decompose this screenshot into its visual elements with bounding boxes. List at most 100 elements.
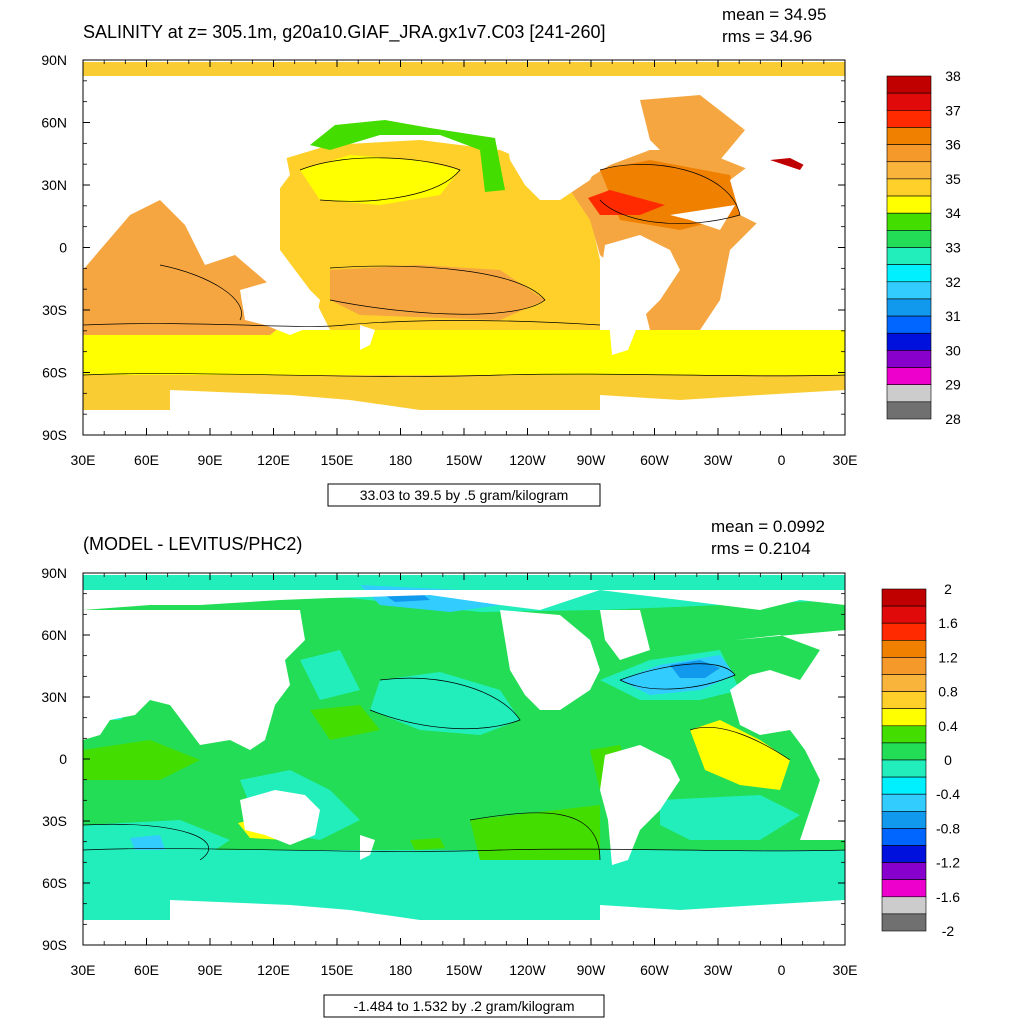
- x-tick-label: 90E: [198, 962, 223, 978]
- colorbar-label: 2: [944, 581, 952, 597]
- salinity-units-box: [327, 483, 601, 507]
- x-tick-label: 120E: [257, 962, 290, 978]
- colorbar-swatch: [886, 75, 932, 94]
- colorbar-label: 0: [944, 752, 952, 768]
- colorbar-swatch: [886, 178, 932, 197]
- colorbar-label: -1.2: [936, 855, 960, 871]
- difference-title: (MODEL - LEVITUS/PHC2): [83, 534, 302, 554]
- x-tick-label: 150W: [446, 962, 483, 978]
- difference-colorbar: 2 1.6 1.2 0.8 0.4 0 -0.4 -0.8 -1.2 -1.6 -2: [881, 581, 960, 939]
- colorbar-swatch: [881, 691, 927, 709]
- colorbar-label: 33: [945, 240, 961, 256]
- y-tick-label: 0: [59, 240, 67, 256]
- colorbar-swatch: [886, 161, 932, 180]
- difference-y-axis: 90N 60N 30N 0 30S 60S 90S: [41, 565, 845, 953]
- salinity-panel: SALINITY at z= 305.1m, g20a10.GIAF_JRA.g…: [41, 5, 961, 507]
- x-tick-label: 150E: [321, 452, 354, 468]
- colorbar-label: 0.4: [938, 718, 958, 734]
- difference-panel: (MODEL - LEVITUS/PHC2) mean = 0.0992 rms…: [41, 517, 960, 1018]
- colorbar-swatch: [881, 725, 927, 744]
- x-tick-label: 90W: [577, 962, 607, 978]
- colorbar-label: 1.6: [938, 615, 958, 631]
- x-tick-label: 150W: [446, 452, 483, 468]
- colorbar-label: 1.2: [938, 649, 958, 665]
- colorbar-swatch: [886, 384, 932, 403]
- land-mask-diff: [83, 590, 845, 945]
- difference-x-axis: 30E 60E 90E 120E 150E 180 150W 120W 90W 60W 30W 0 30…: [71, 573, 858, 978]
- x-tick-label: 30E: [71, 452, 96, 468]
- x-tick-label: 30W: [704, 452, 734, 468]
- colorbar-swatch: [886, 332, 932, 351]
- colorbar-swatch: [881, 639, 927, 658]
- colorbar-swatch: [886, 127, 932, 145]
- x-tick-label: 30E: [833, 962, 858, 978]
- x-tick-label: 120W: [509, 962, 546, 978]
- y-tick-label: 90N: [41, 565, 67, 581]
- difference-mean: mean = 0.0992: [711, 517, 825, 536]
- x-tick-label: 150E: [321, 962, 354, 978]
- difference-units-box: [323, 994, 605, 1018]
- colorbar-label: 38: [945, 68, 961, 84]
- y-tick-label: 30N: [41, 689, 67, 705]
- colorbar-swatch: [886, 315, 932, 334]
- salinity-y-axis: 90N 60N 30N 0 30S 60S 90S: [41, 52, 845, 443]
- colorbar-label: 28: [945, 411, 961, 427]
- colorbar-swatch: [881, 759, 927, 778]
- colorbar-swatch: [881, 588, 927, 607]
- x-tick-label: 30E: [833, 452, 858, 468]
- colorbar-label: -0.8: [936, 820, 960, 836]
- colorbar-label: 31: [945, 308, 961, 324]
- y-tick-label: 0: [59, 751, 67, 767]
- difference-rms: rms = 0.2104: [711, 539, 811, 558]
- x-tick-label: 180: [389, 452, 413, 468]
- salinity-contours: [83, 157, 845, 377]
- y-tick-label: 60S: [42, 875, 67, 891]
- colorbar-swatch: [881, 879, 927, 898]
- x-tick-label: 90W: [577, 452, 607, 468]
- x-tick-label: 30W: [704, 962, 734, 978]
- colorbar-swatch: [881, 793, 927, 812]
- colorbar-label: 29: [945, 377, 961, 393]
- y-tick-label: 60S: [42, 365, 67, 381]
- x-tick-label: 30E: [71, 962, 96, 978]
- colorbar-swatch: [886, 230, 932, 248]
- colorbar-label: -0.4: [936, 786, 960, 802]
- difference-units-label: -1.484 to 1.532 by .2 gram/kilogram: [353, 998, 574, 1014]
- x-tick-label: 90E: [198, 452, 223, 468]
- salinity-units-label: 33.03 to 39.5 by .5 gram/kilogram: [360, 487, 569, 503]
- x-tick-label: 60W: [640, 452, 670, 468]
- x-tick-label: 60E: [134, 452, 159, 468]
- colorbar-label: 34: [945, 205, 961, 221]
- colorbar-swatch: [881, 674, 927, 692]
- colorbar-label: 30: [945, 342, 961, 358]
- colorbar-swatch: [881, 605, 927, 624]
- colorbar-swatch: [881, 742, 927, 761]
- x-tick-label: 60W: [640, 962, 670, 978]
- x-tick-label: 60E: [134, 962, 159, 978]
- colorbar-label: -1.6: [936, 889, 960, 905]
- salinity-rms: rms = 34.96: [722, 27, 812, 46]
- colorbar-swatch: [886, 110, 932, 128]
- colorbar-label: 32: [945, 274, 961, 290]
- y-tick-label: 90S: [42, 427, 67, 443]
- colorbar-swatch: [881, 810, 927, 829]
- difference-map: [83, 573, 845, 945]
- colorbar-label: -2: [942, 923, 955, 939]
- colorbar-swatch: [886, 92, 932, 111]
- colorbar-swatch: [886, 247, 932, 265]
- colorbar-swatch: [886, 367, 932, 385]
- colorbar-swatch: [886, 281, 932, 300]
- colorbar-swatch: [886, 401, 932, 420]
- colorbar-swatch: [881, 657, 927, 675]
- x-tick-label: 120W: [509, 452, 546, 468]
- difference-contours: [83, 663, 845, 861]
- colorbar-swatch: [881, 708, 927, 727]
- salinity-mean: mean = 34.95: [722, 5, 826, 24]
- x-tick-label: 180: [389, 962, 413, 978]
- colorbar-swatch: [886, 195, 932, 214]
- y-tick-label: 90S: [42, 937, 67, 953]
- y-tick-label: 90N: [41, 52, 67, 68]
- colorbar-swatch: [881, 622, 927, 641]
- y-tick-label: 30S: [42, 302, 67, 318]
